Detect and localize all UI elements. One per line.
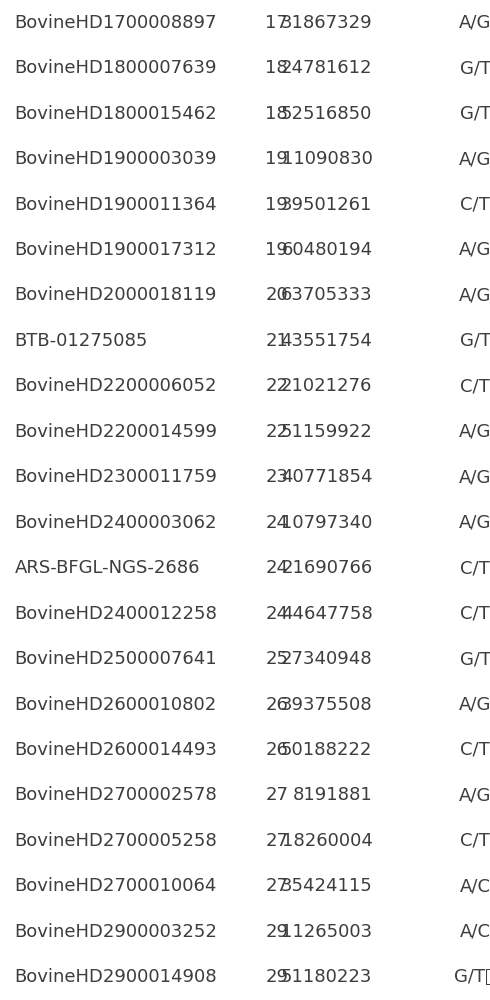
Text: BovineHD1900011364: BovineHD1900011364	[15, 196, 218, 214]
Text: 39501261: 39501261	[281, 196, 372, 214]
Text: A/G: A/G	[459, 241, 490, 259]
Text: BovineHD2500007641: BovineHD2500007641	[15, 650, 218, 668]
Text: 50188222: 50188222	[281, 741, 372, 759]
Text: BovineHD2600014493: BovineHD2600014493	[15, 741, 218, 759]
Text: 20: 20	[266, 286, 288, 304]
Text: 25: 25	[266, 650, 288, 668]
Text: 18260004: 18260004	[282, 832, 372, 850]
Text: 18: 18	[266, 105, 288, 123]
Text: 24: 24	[266, 514, 288, 532]
Text: 44647758: 44647758	[281, 605, 372, 623]
Text: 35424115: 35424115	[281, 877, 372, 895]
Text: A/G: A/G	[459, 468, 490, 486]
Text: C/T: C/T	[461, 559, 490, 577]
Text: 21: 21	[266, 332, 288, 350]
Text: BovineHD1800015462: BovineHD1800015462	[15, 105, 218, 123]
Text: 60480194: 60480194	[281, 241, 372, 259]
Text: G/T: G/T	[460, 650, 490, 668]
Text: A/G: A/G	[459, 286, 490, 304]
Text: A/G: A/G	[459, 696, 490, 714]
Text: 23: 23	[266, 468, 288, 486]
Text: 22: 22	[266, 377, 288, 395]
Text: G/T: G/T	[460, 105, 490, 123]
Text: 24781612: 24781612	[281, 59, 372, 77]
Text: BovineHD2400012258: BovineHD2400012258	[15, 605, 218, 623]
Text: 43551754: 43551754	[280, 332, 372, 350]
Text: 31867329: 31867329	[281, 14, 372, 32]
Text: A/G: A/G	[459, 786, 490, 804]
Text: BovineHD2900014908: BovineHD2900014908	[15, 968, 218, 986]
Text: BovineHD1700008897: BovineHD1700008897	[15, 14, 217, 32]
Text: A/G: A/G	[459, 423, 490, 441]
Text: BovineHD1800007639: BovineHD1800007639	[15, 59, 217, 77]
Text: G/T。: G/T。	[454, 968, 490, 986]
Text: 51159922: 51159922	[281, 423, 372, 441]
Text: 63705333: 63705333	[281, 286, 372, 304]
Text: A/C: A/C	[460, 923, 490, 941]
Text: 40771854: 40771854	[281, 468, 372, 486]
Text: C/T: C/T	[461, 196, 490, 214]
Text: BovineHD2900003252: BovineHD2900003252	[15, 923, 218, 941]
Text: G/T: G/T	[460, 59, 490, 77]
Text: BTB-01275085: BTB-01275085	[15, 332, 148, 350]
Text: 11265003: 11265003	[281, 923, 372, 941]
Text: BovineHD2200014599: BovineHD2200014599	[15, 423, 218, 441]
Text: G/T: G/T	[460, 332, 490, 350]
Text: BovineHD2200006052: BovineHD2200006052	[15, 377, 217, 395]
Text: 8191881: 8191881	[293, 786, 372, 804]
Text: 26: 26	[266, 696, 288, 714]
Text: 10797340: 10797340	[281, 514, 372, 532]
Text: 52516850: 52516850	[281, 105, 372, 123]
Text: BovineHD2700010064: BovineHD2700010064	[15, 877, 217, 895]
Text: A/G: A/G	[459, 14, 490, 32]
Text: BovineHD2600010802: BovineHD2600010802	[15, 696, 217, 714]
Text: BovineHD2400003062: BovineHD2400003062	[15, 514, 217, 532]
Text: 19: 19	[266, 241, 288, 259]
Text: 39375508: 39375508	[281, 696, 372, 714]
Text: A/G: A/G	[459, 514, 490, 532]
Text: 19: 19	[266, 150, 288, 168]
Text: 24: 24	[266, 605, 288, 623]
Text: 27340948: 27340948	[281, 650, 372, 668]
Text: 22: 22	[266, 423, 288, 441]
Text: 24: 24	[266, 559, 288, 577]
Text: A/G: A/G	[459, 150, 490, 168]
Text: 26: 26	[266, 741, 288, 759]
Text: C/T: C/T	[461, 832, 490, 850]
Text: C/T: C/T	[461, 605, 490, 623]
Text: BovineHD1900003039: BovineHD1900003039	[15, 150, 217, 168]
Text: 21690766: 21690766	[281, 559, 372, 577]
Text: C/T: C/T	[461, 377, 490, 395]
Text: 21021276: 21021276	[281, 377, 372, 395]
Text: A/C: A/C	[460, 877, 490, 895]
Text: 27: 27	[266, 786, 288, 804]
Text: 17: 17	[266, 14, 288, 32]
Text: BovineHD1900017312: BovineHD1900017312	[15, 241, 218, 259]
Text: 11090830: 11090830	[282, 150, 372, 168]
Text: BovineHD2700005258: BovineHD2700005258	[15, 832, 218, 850]
Text: 27: 27	[266, 832, 288, 850]
Text: 19: 19	[266, 196, 288, 214]
Text: BovineHD2000018119: BovineHD2000018119	[15, 286, 217, 304]
Text: 51180223: 51180223	[281, 968, 372, 986]
Text: 18: 18	[266, 59, 288, 77]
Text: BovineHD2300011759: BovineHD2300011759	[15, 468, 218, 486]
Text: BovineHD2700002578: BovineHD2700002578	[15, 786, 218, 804]
Text: 29: 29	[266, 968, 288, 986]
Text: C/T: C/T	[461, 741, 490, 759]
Text: 29: 29	[266, 923, 288, 941]
Text: 27: 27	[266, 877, 288, 895]
Text: ARS-BFGL-NGS-2686: ARS-BFGL-NGS-2686	[15, 559, 200, 577]
